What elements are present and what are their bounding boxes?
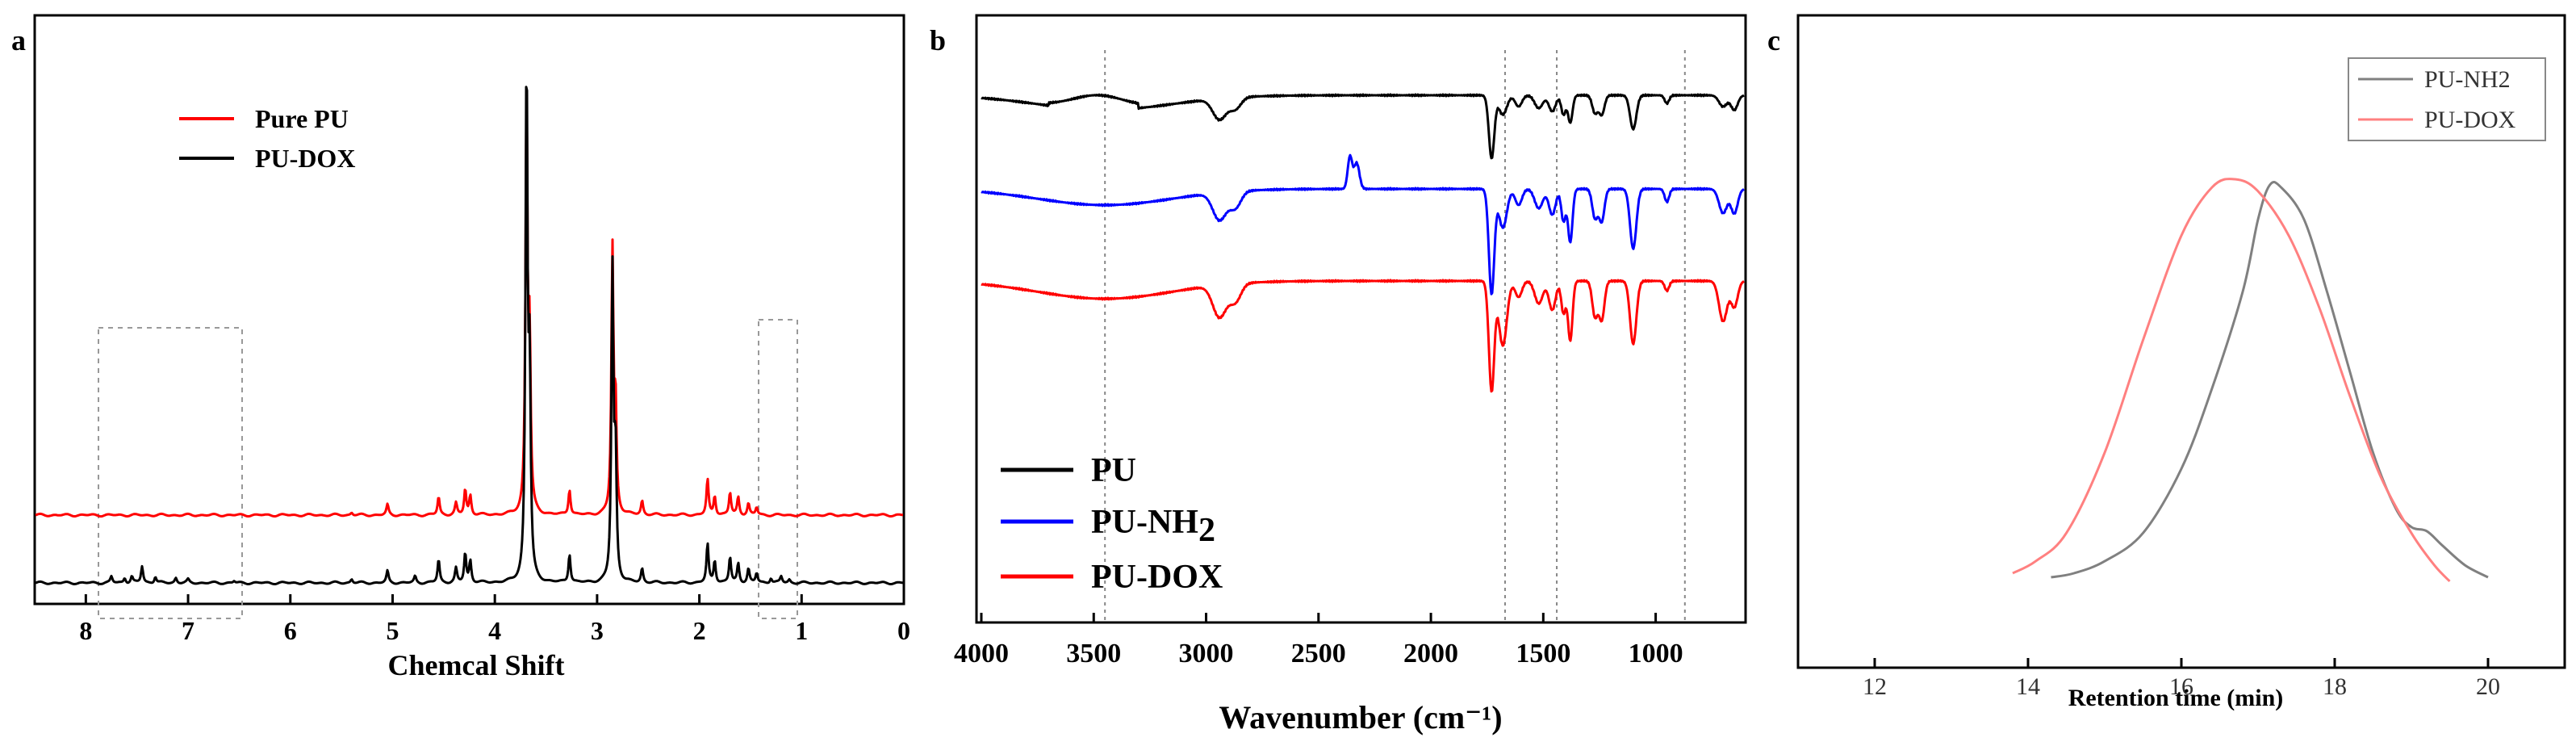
spectrum-pure-pu — [35, 128, 904, 518]
highlight-region-aliphatic — [758, 319, 798, 619]
x-tick-label: 12 — [1863, 673, 1887, 700]
legend-label-pu: PU — [1091, 452, 1136, 489]
x-tick-label: 1 — [795, 616, 808, 645]
ir-line-pu-nh2 — [981, 153, 1745, 295]
x-axis-ticks-c: 12 14 16 18 20 — [1863, 658, 2500, 700]
spectrum-line-pure-pu — [35, 128, 904, 518]
x-tick-label: 4000 — [954, 639, 1009, 668]
ir-line-pu — [981, 93, 1745, 160]
legend-c: PU-NH2 PU-DOX — [2348, 57, 2546, 141]
gpc-line-pu-dox — [2012, 178, 2451, 583]
panel-label-b: b — [930, 24, 946, 57]
ir-line-pu-dox — [981, 279, 1745, 393]
x-tick-label: 20 — [2476, 673, 2500, 700]
spectrum-line-pu-dox — [35, 86, 904, 585]
x-tick-label: 2 — [693, 616, 706, 645]
plot-frame-a — [33, 14, 905, 606]
gpc-curve-pu-dox — [2012, 178, 2451, 583]
plot-frame-b — [975, 14, 1747, 624]
x-tick-label: 4 — [488, 616, 501, 645]
legend-label-pu-dox: PU-DOX — [255, 144, 355, 173]
x-tick-label: 3000 — [1179, 639, 1234, 668]
x-axis-ticks-b: 4000 3500 3000 2500 2000 1500 1000 — [954, 613, 1683, 668]
legend-a: Pure PU PU-DOX — [179, 104, 355, 173]
panel-label-a: a — [11, 24, 26, 57]
x-tick-label: 18 — [2323, 673, 2347, 700]
x-tick-label: 7 — [182, 616, 194, 645]
ir-spectrum-pu — [981, 93, 1745, 160]
x-axis-ticks-a: 8 7 6 5 4 3 2 1 0 — [79, 594, 910, 645]
legend-label-pure-pu: Pure PU — [255, 104, 349, 133]
panel-b: b 4000 3500 3000 2500 2000 1500 1000 PU PU-NH2… — [930, 14, 1747, 736]
x-tick-label: 14 — [2016, 673, 2040, 700]
legend-box-c — [2348, 57, 2546, 141]
legend-label-pu-dox: PU-DOX — [2424, 107, 2516, 133]
legend-label-pu-dox: PU-DOX — [1091, 559, 1223, 596]
x-tick-label: 3500 — [1066, 639, 1121, 668]
x-axis-label-c: Retention time (min) — [2068, 685, 2284, 711]
x-tick-label: 8 — [79, 616, 92, 645]
panel-label-c: c — [1767, 24, 1780, 57]
x-tick-label: 2500 — [1291, 639, 1346, 668]
x-tick-label: 6 — [284, 616, 297, 645]
legend-b: PU PU-NH2 PU-DOX — [1001, 452, 1223, 596]
ir-spectrum-pu-nh2 — [981, 153, 1745, 295]
x-axis-label-a: Chemcal Shift — [388, 649, 565, 681]
x-tick-label: 16 — [2169, 673, 2193, 700]
gpc-curve-pu-nh2 — [2051, 180, 2489, 579]
x-tick-label: 0 — [897, 616, 910, 645]
legend-label-pu-nh2: PU-NH2 — [1091, 504, 1215, 549]
x-tick-label: 5 — [386, 616, 399, 645]
highlight-region-aromatic — [98, 327, 243, 619]
spectrum-pu-dox — [35, 86, 904, 585]
ir-spectrum-pu-dox — [981, 279, 1745, 393]
panel-a: a 8 7 6 5 4 3 2 1 0 Pure PU PU-DOX Chemcal Shift — [11, 14, 910, 681]
x-tick-label: 1000 — [1629, 639, 1683, 668]
x-tick-label: 3 — [591, 616, 604, 645]
x-tick-label: 2000 — [1403, 639, 1458, 668]
panel-c: c 12 14 16 18 20 PU-NH2 PU-DOX Retention tim… — [1767, 14, 2566, 711]
x-axis-label-b: Wavenumber (cm⁻¹) — [1219, 699, 1502, 736]
legend-label-pu-nh2: PU-NH2 — [2424, 66, 2511, 93]
gpc-line-pu-nh2 — [2051, 180, 2489, 579]
x-tick-label: 1500 — [1516, 639, 1570, 668]
